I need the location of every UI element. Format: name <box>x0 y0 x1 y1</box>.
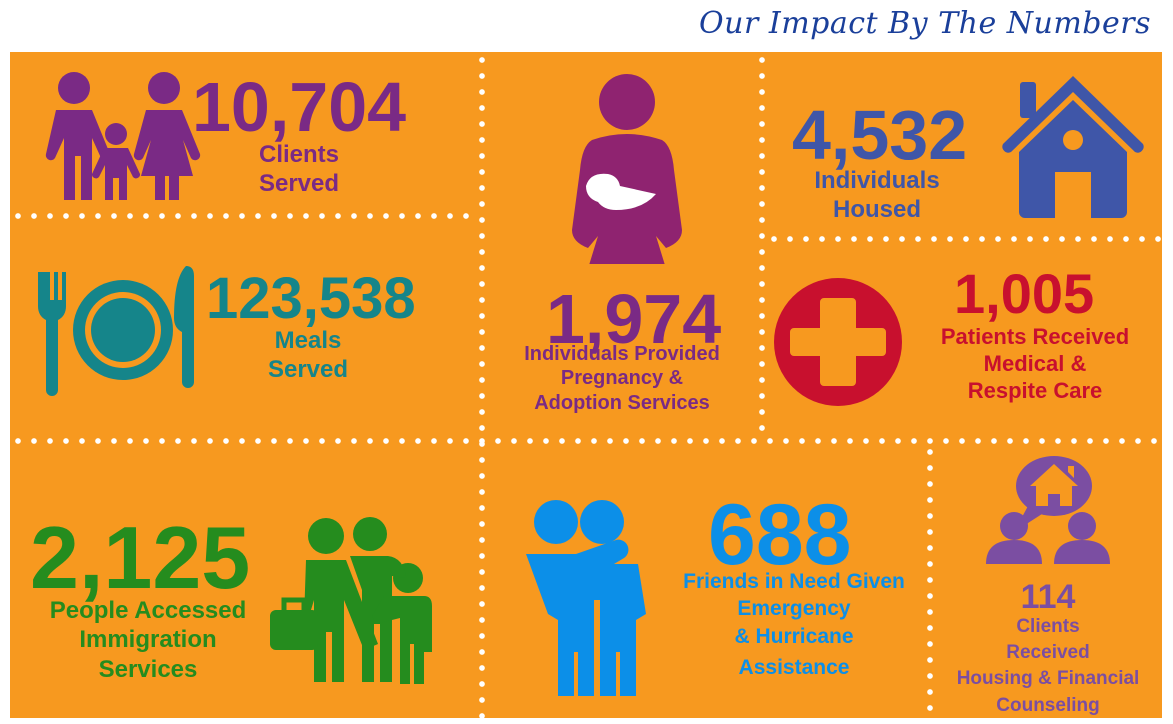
stat-label: Clients Received Housing & Financial Cou… <box>956 616 1140 716</box>
stat-label: Individuals Housed <box>814 167 940 224</box>
family-icon <box>45 72 201 200</box>
stat-medical-respite: 1,005 Patients Received Medical & Respit… <box>766 244 1162 438</box>
plate-fork-knife-icon <box>38 266 194 396</box>
divider <box>766 236 1162 242</box>
stat-label: Meals Served <box>267 327 349 384</box>
divider <box>479 52 485 718</box>
mother-baby-icon <box>572 74 682 264</box>
stat-value: 4,532 <box>792 96 968 174</box>
stat-value: 10,704 <box>192 68 407 146</box>
stat-label: Friends in Need Given Emergency & Hurric… <box>683 570 905 679</box>
stat-value: 123,538 <box>206 266 416 331</box>
stat-value: 114 <box>1020 578 1076 616</box>
stat-label: Clients Served <box>258 141 340 198</box>
divider <box>759 52 765 440</box>
divider <box>927 444 933 718</box>
stat-value: 688 <box>708 487 852 583</box>
stat-value: 1,974 <box>546 280 722 358</box>
housing-counseling-icon <box>986 456 1110 564</box>
stat-value: 1,005 <box>954 262 1095 325</box>
friends-embrace-icon <box>526 500 646 696</box>
divider <box>10 438 1162 444</box>
traveling-family-icon <box>270 517 432 684</box>
stat-value: 2,125 <box>30 508 251 607</box>
stat-housing-counseling: 114 Clients Received Housing & Financial… <box>934 444 1162 718</box>
stat-clients-served: 10,704 Clients Served <box>10 52 478 212</box>
stat-individuals-housed: 4,532 Individuals Housed <box>766 52 1162 236</box>
stat-immigration: 2,125 People Accessed Immigration Servic… <box>10 444 478 718</box>
page-title: Our Impact By The Numbers <box>699 6 1151 41</box>
house-icon <box>1002 76 1144 218</box>
stat-label: Patients Received Medical & Respite Care <box>940 324 1130 403</box>
stat-label: Individuals Provided Pregnancy & Adoptio… <box>524 343 720 414</box>
stats-panel: 10,704 Clients Served 123,538 Meals Serv… <box>10 52 1162 718</box>
stat-label: People Accessed Immigration Services <box>49 597 247 683</box>
medical-cross-icon <box>774 278 902 406</box>
divider <box>10 213 478 219</box>
stat-meals-served: 123,538 Meals Served <box>10 220 478 438</box>
stat-pregnancy-adoption: 1,974 Individuals Provided Pregnancy & A… <box>486 52 758 438</box>
stat-friends-in-need: 688 Friends in Need Given Emergency & Hu… <box>486 444 926 718</box>
